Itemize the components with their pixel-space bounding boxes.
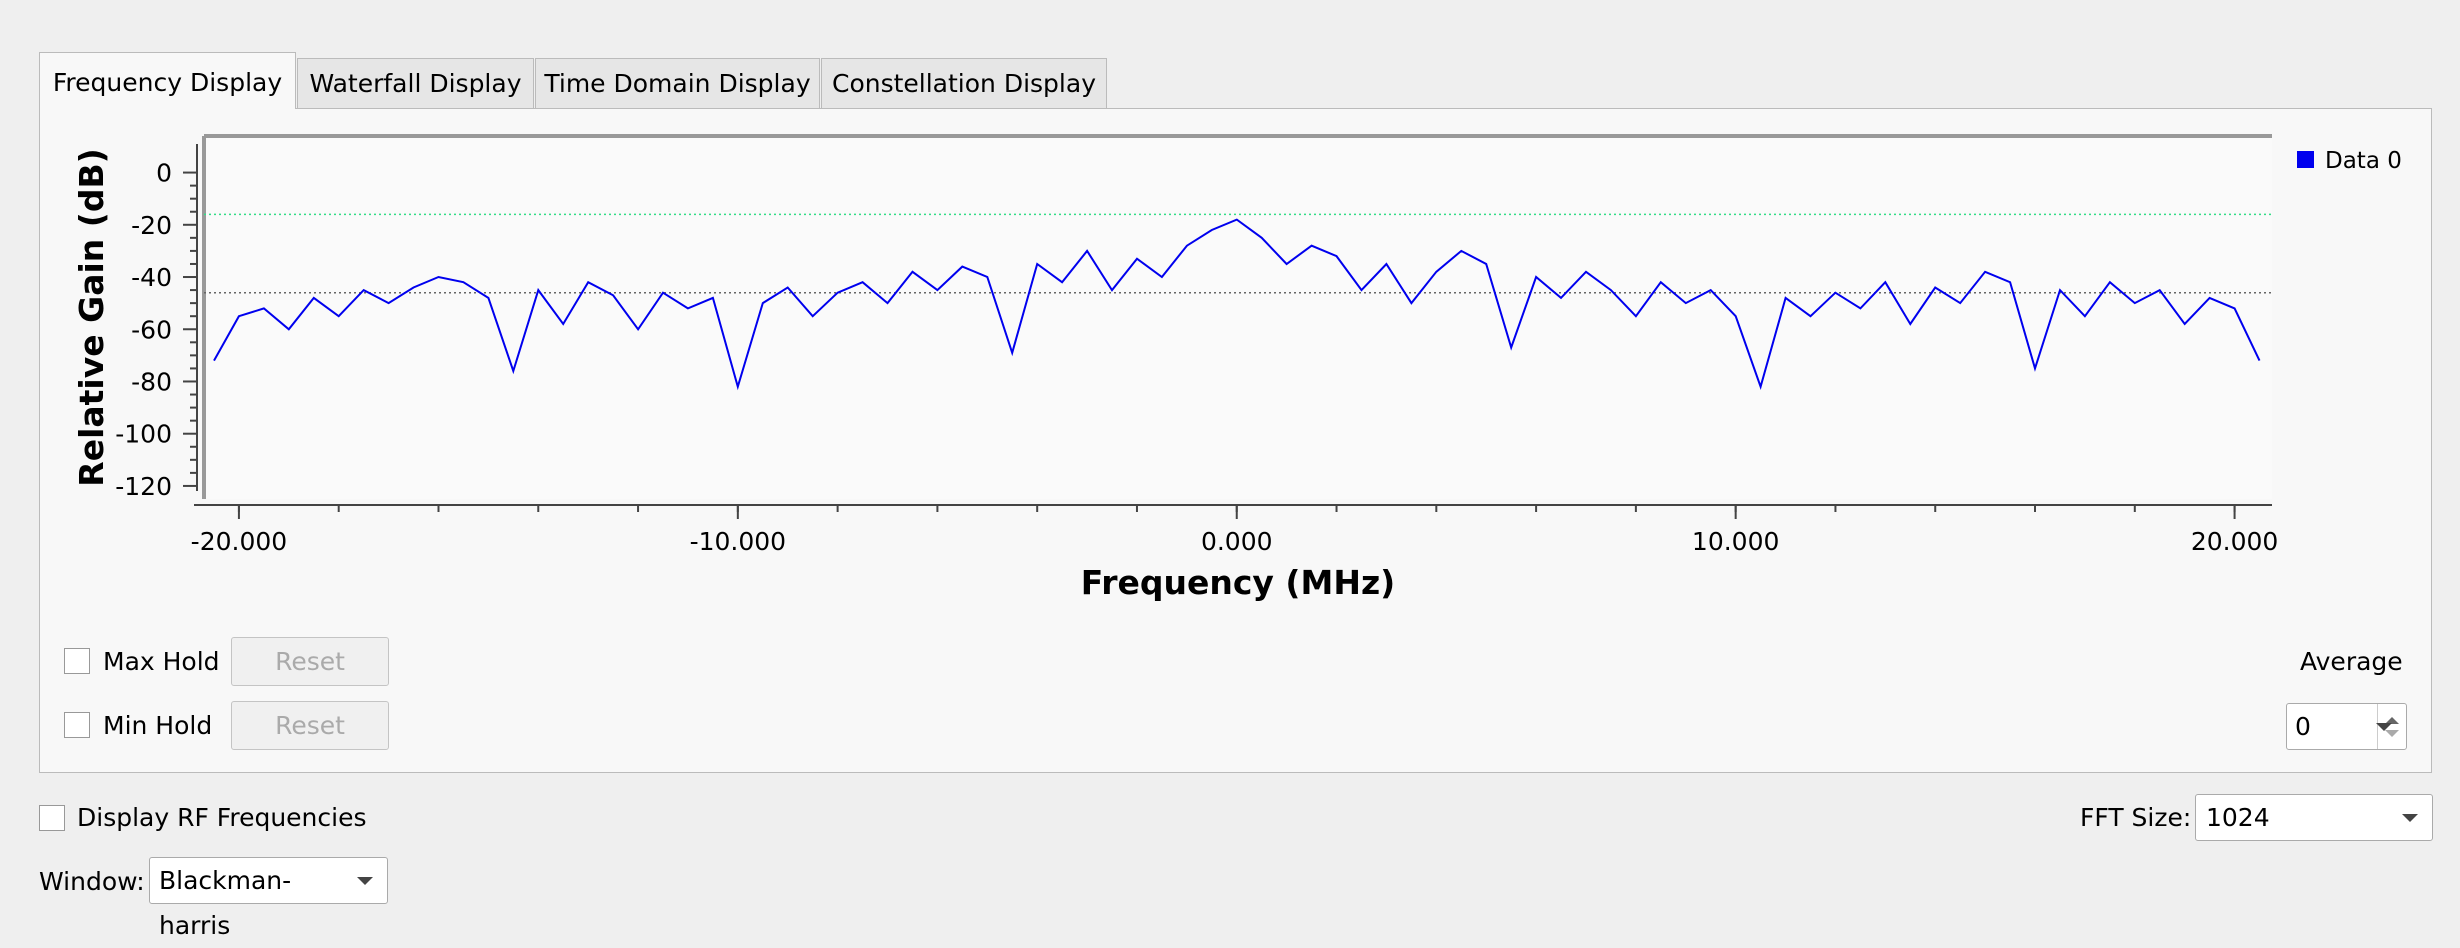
checkbox[interactable] xyxy=(64,712,90,738)
x-tick-label: 20.000 xyxy=(2191,527,2278,556)
tab[interactable]: Time Domain Display xyxy=(535,58,820,108)
tab[interactable]: Waterfall Display xyxy=(297,58,534,108)
y-tick-label: -80 xyxy=(131,367,172,396)
dropdown[interactable]: 1024 xyxy=(2195,794,2433,841)
x-tick-label: 10.000 xyxy=(1692,527,1779,556)
x-axis-title: Frequency (MHz) xyxy=(1081,563,1395,602)
tab[interactable]: Constellation Display xyxy=(821,58,1107,108)
label: Min Hold xyxy=(103,711,213,740)
legend-swatch xyxy=(2297,151,2314,168)
button[interactable]: Reset xyxy=(231,637,389,686)
x-tick-label: -10.000 xyxy=(690,527,787,556)
spin-box[interactable]: 0 xyxy=(2286,703,2407,750)
window: Frequency Display Waterfall Display Time… xyxy=(39,52,2433,940)
series-line xyxy=(213,218,2261,391)
y-tick-label: -120 xyxy=(115,472,172,501)
y-tick-label: -60 xyxy=(131,315,172,344)
y-tick-label: -100 xyxy=(115,420,172,449)
label: FFT Size: xyxy=(2080,803,2192,832)
checkbox[interactable] xyxy=(39,805,65,831)
label: Display RF Frequencies xyxy=(77,803,367,832)
value: Blackman-harris xyxy=(159,866,292,940)
button[interactable]: Reset xyxy=(231,701,389,750)
plot-area xyxy=(204,136,2272,499)
dropdown[interactable]: Blackman-harris xyxy=(149,857,388,940)
y-tick-label: 0 xyxy=(156,159,172,188)
spin-arrows[interactable] xyxy=(2377,704,2406,749)
x-tick-label: 0.000 xyxy=(1201,527,1273,556)
legend-label: Data 0 xyxy=(2325,148,2402,174)
y-tick-label: -40 xyxy=(131,263,172,292)
label: Window: xyxy=(39,867,145,896)
label: Max Hold xyxy=(103,647,220,676)
chart: 0 -20 -40 -60 -80 -100 -120 -20.000 -10.000 0.000… xyxy=(72,134,2402,602)
value: 1024 xyxy=(2206,803,2270,832)
tab[interactable]: Frequency Display xyxy=(39,52,296,109)
y-tick-label: -20 xyxy=(131,211,172,240)
checkbox[interactable] xyxy=(64,648,90,674)
value: 0 xyxy=(2295,712,2311,741)
x-tick-label: -20.000 xyxy=(191,527,288,556)
y-axis-title: Relative Gain (dB) xyxy=(72,148,111,486)
label: Average xyxy=(2300,647,2403,676)
